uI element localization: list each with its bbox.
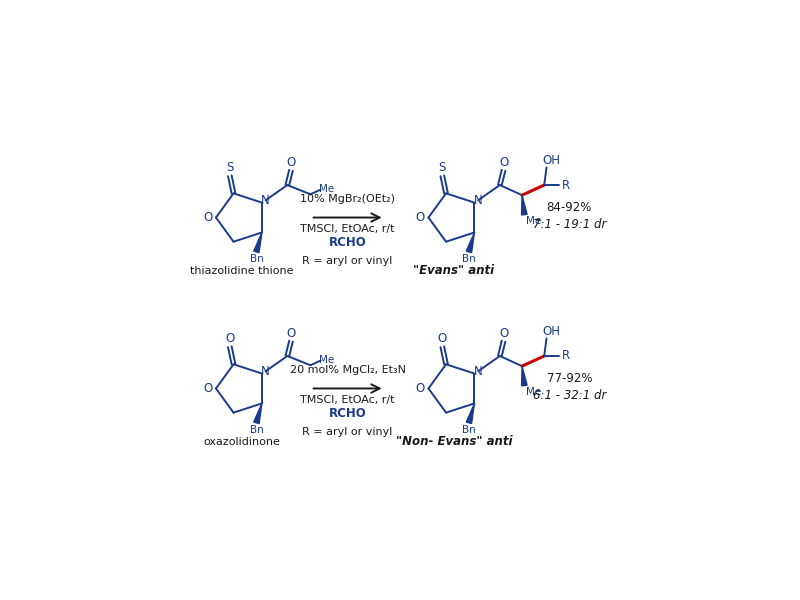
Text: O: O	[415, 382, 425, 395]
Text: Bn: Bn	[462, 425, 476, 435]
Polygon shape	[254, 232, 262, 253]
Polygon shape	[522, 195, 527, 215]
Text: O: O	[415, 211, 425, 224]
Text: R = aryl or vinyl: R = aryl or vinyl	[302, 427, 393, 437]
Polygon shape	[466, 232, 474, 253]
Text: 20 mol% MgCl₂, Et₃N: 20 mol% MgCl₂, Et₃N	[290, 365, 406, 375]
Text: RCHO: RCHO	[329, 407, 366, 421]
Polygon shape	[522, 366, 527, 386]
Text: R = aryl or vinyl: R = aryl or vinyl	[302, 256, 393, 266]
Text: N: N	[474, 194, 482, 207]
Text: Me: Me	[319, 355, 334, 365]
Text: O: O	[499, 157, 508, 169]
Text: 6:1 - 32:1 dr: 6:1 - 32:1 dr	[533, 389, 606, 402]
Text: Me: Me	[526, 387, 542, 397]
Text: "Evans" anti: "Evans" anti	[414, 264, 494, 277]
Text: TMSCl, EtOAc, r/t: TMSCl, EtOAc, r/t	[300, 224, 395, 234]
Text: 7:1 - 19:1 dr: 7:1 - 19:1 dr	[533, 218, 606, 231]
Text: 84-92%: 84-92%	[546, 201, 592, 214]
Text: S: S	[226, 161, 234, 174]
Text: 77-92%: 77-92%	[546, 372, 592, 385]
Text: O: O	[203, 382, 212, 395]
Text: OH: OH	[542, 154, 560, 167]
Text: Bn: Bn	[250, 254, 263, 264]
Text: R: R	[562, 349, 570, 362]
Text: O: O	[203, 211, 212, 224]
Text: thiazolidine thione: thiazolidine thione	[190, 266, 293, 275]
Text: "Non- Evans" anti: "Non- Evans" anti	[396, 435, 512, 448]
Text: OH: OH	[542, 325, 560, 338]
Text: N: N	[262, 365, 270, 378]
Polygon shape	[466, 403, 474, 424]
Text: oxazolidinone: oxazolidinone	[203, 437, 280, 446]
Text: N: N	[474, 365, 482, 378]
Text: RCHO: RCHO	[329, 236, 366, 250]
Text: O: O	[286, 328, 296, 340]
Text: Me: Me	[319, 184, 334, 194]
Text: S: S	[438, 161, 446, 174]
Text: TMSCl, EtOAc, r/t: TMSCl, EtOAc, r/t	[300, 395, 395, 405]
Text: Bn: Bn	[250, 425, 263, 435]
Text: 10% MgBr₂(OEt₂): 10% MgBr₂(OEt₂)	[300, 194, 395, 204]
Polygon shape	[254, 403, 262, 424]
Text: N: N	[262, 194, 270, 207]
Text: O: O	[499, 328, 508, 340]
Text: Me: Me	[526, 216, 542, 226]
Text: Bn: Bn	[462, 254, 476, 264]
Text: R: R	[562, 179, 570, 191]
Text: O: O	[225, 332, 234, 345]
Text: O: O	[286, 157, 296, 169]
Text: O: O	[438, 332, 447, 345]
